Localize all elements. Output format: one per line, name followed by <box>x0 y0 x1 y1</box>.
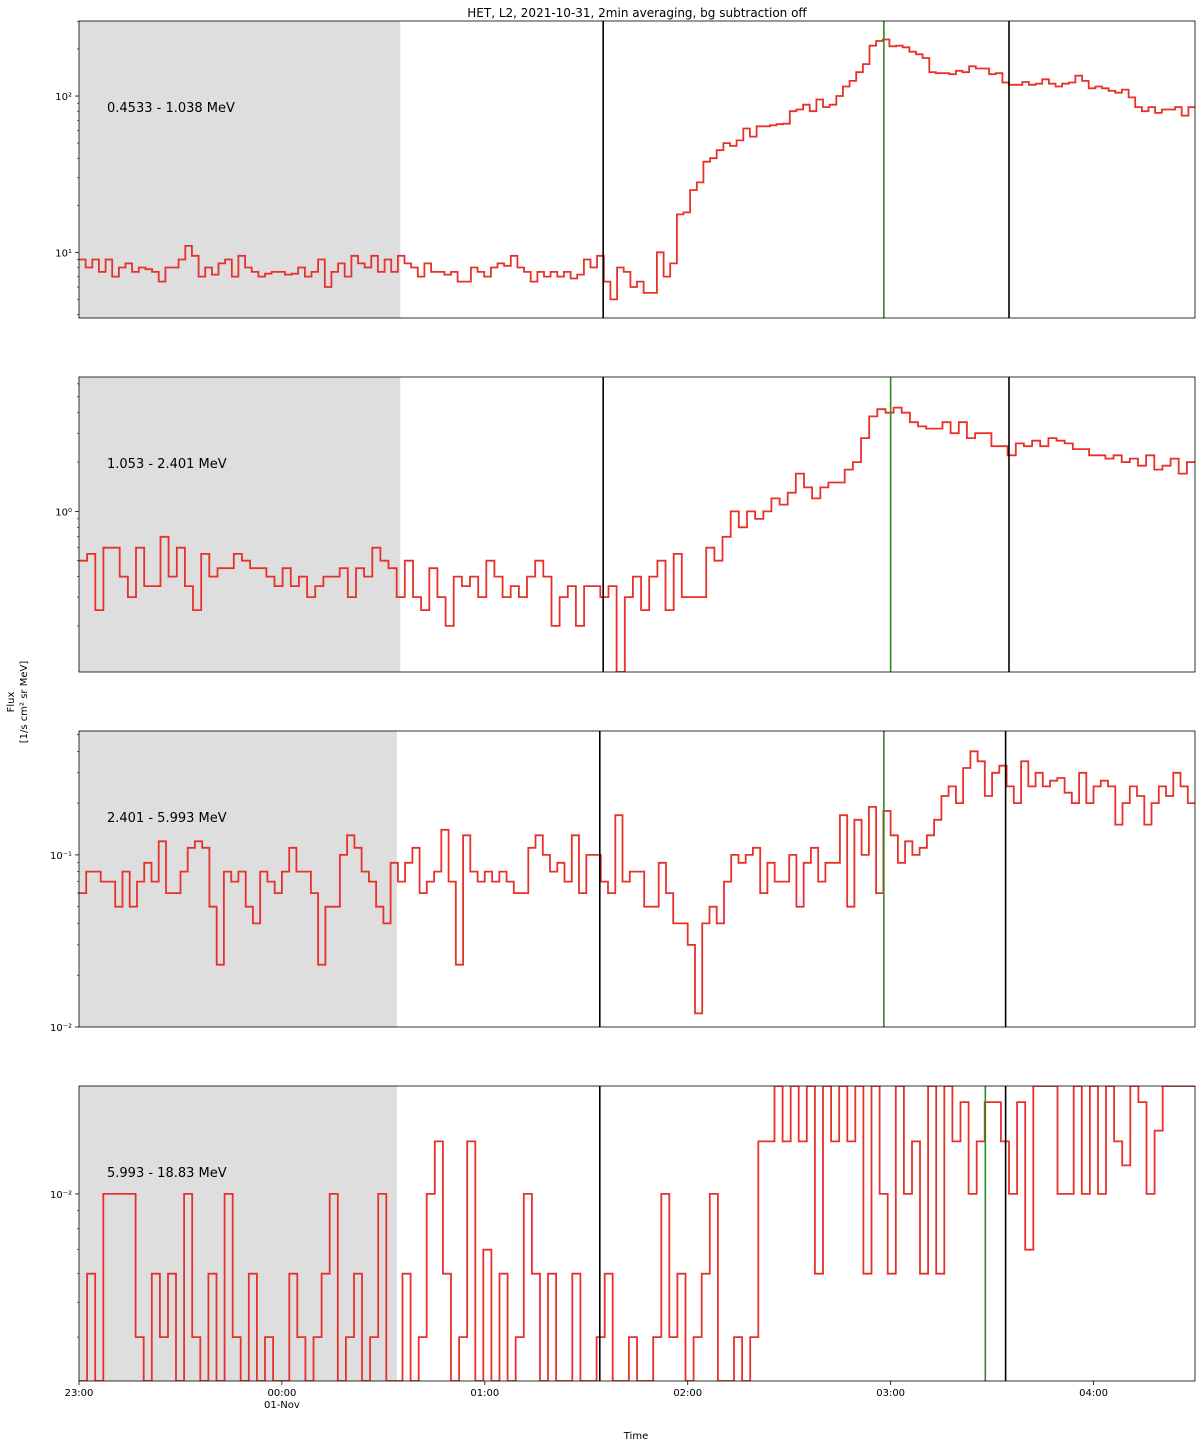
x-tick-label: 02:00 <box>673 1388 702 1399</box>
x-tick-label: 00:00 <box>267 1388 296 1399</box>
y-axis-label-line1: Flux <box>6 692 17 713</box>
y-tick-label: 10² <box>55 92 72 103</box>
x-tick-label: 03:00 <box>876 1388 905 1399</box>
energy-range-label: 2.401 - 5.993 MeV <box>107 811 227 826</box>
flux-step-line <box>79 750 1195 1015</box>
chart-title: HET, L2, 2021-10-31, 2min averaging, bg … <box>467 6 807 20</box>
energy-range-label: 0.4533 - 1.038 MeV <box>107 101 235 116</box>
energy-range-label: 5.993 - 18.83 MeV <box>107 1166 227 1181</box>
panel-1: 10¹ 10² 0.4533 - 1.038 MeV <box>55 20 1196 319</box>
panel-frame <box>78 20 1196 319</box>
x-tick-label: 23:00 <box>65 1388 94 1399</box>
y-tick-label: 10⁻² <box>50 1190 72 1201</box>
flux-step-line <box>79 406 1195 672</box>
background-window-shade <box>79 1086 397 1381</box>
panel-frame <box>78 1085 1196 1382</box>
flux-step-line <box>79 38 1195 301</box>
x-axis-label: Time <box>623 1431 648 1442</box>
y-tick-label: 10⁻² <box>50 1023 72 1034</box>
background-window-shade <box>79 377 401 672</box>
flux-step-line <box>79 1086 1195 1381</box>
panel-frame <box>78 730 1196 1028</box>
x-tick-label: 04:00 <box>1079 1388 1108 1399</box>
x-tick-label: 01:00 <box>470 1388 499 1399</box>
y-axis-label-line2: [1/s cm² sr MeV] <box>19 661 30 744</box>
y-tick-label: 10¹ <box>55 248 72 259</box>
panel-2: 10⁰ 1.053 - 2.401 MeV <box>55 376 1196 673</box>
panel-frame <box>78 376 1196 673</box>
y-tick-label: 10⁰ <box>55 507 72 518</box>
panels-group: 10¹ 10² 0.4533 - 1.038 MeV 10⁰ 1.053 - 2.401… <box>50 20 1196 1411</box>
panel-3: 10⁻² 10⁻¹ 2.401 - 5.993 MeV <box>50 730 1196 1034</box>
energy-range-label: 1.053 - 2.401 MeV <box>107 457 227 472</box>
y-tick-label: 10⁻¹ <box>50 851 72 862</box>
x-tick-sublabel: 01-Nov <box>264 1400 300 1411</box>
